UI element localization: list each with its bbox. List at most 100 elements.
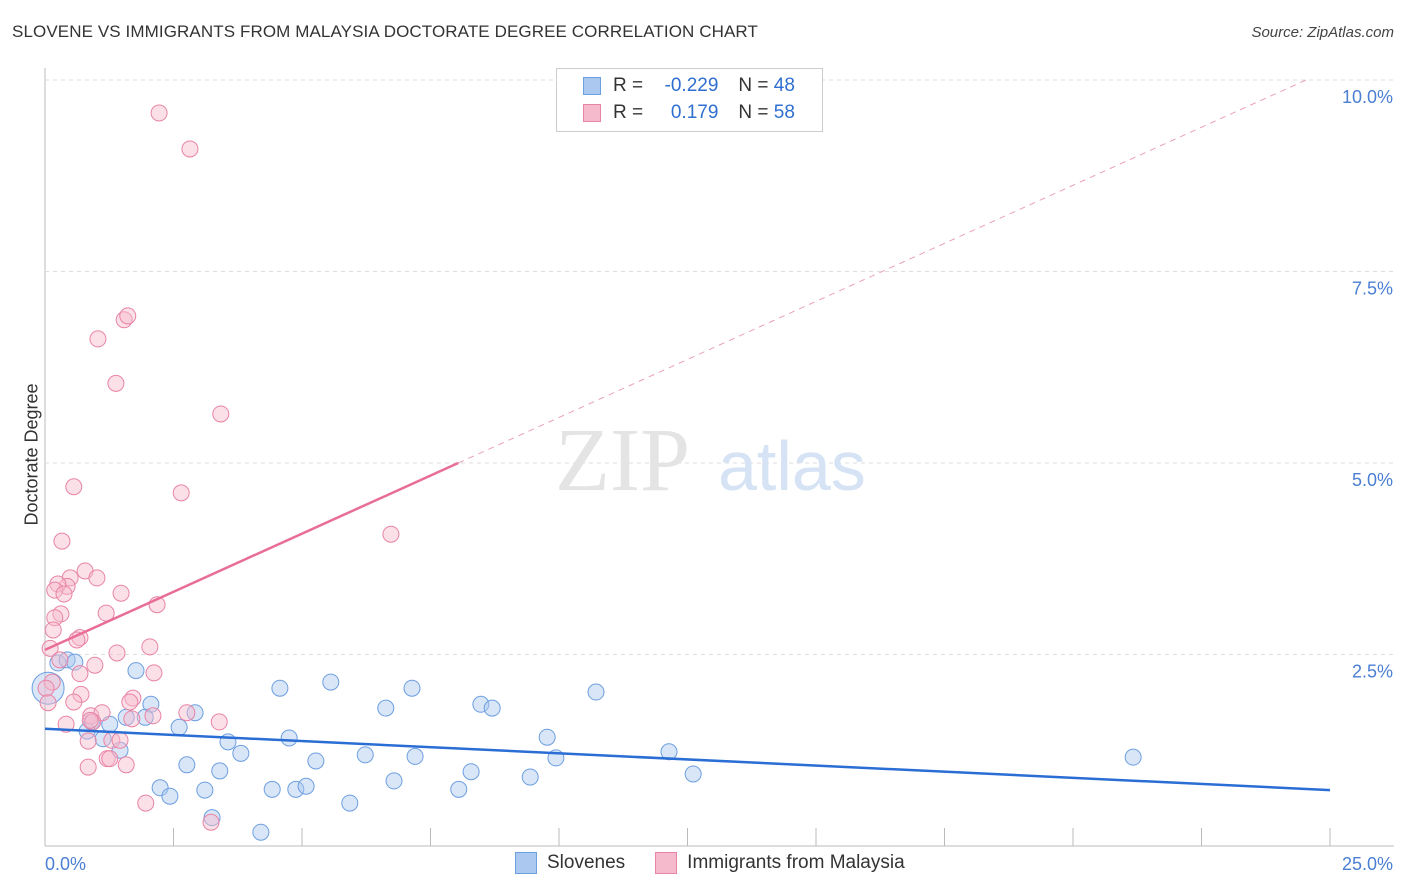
malaysia-point bbox=[178, 704, 196, 722]
malaysia-point bbox=[181, 140, 199, 158]
slovenes-point bbox=[263, 780, 281, 798]
malaysia-point bbox=[65, 693, 83, 711]
legend-label: Immigrants from Malaysia bbox=[687, 852, 905, 873]
malaysia-point bbox=[93, 704, 111, 722]
slovenes-point bbox=[521, 768, 539, 786]
legend-row-malaysia: R = 0.179 N = 58 bbox=[583, 102, 795, 124]
slovenes-point bbox=[403, 679, 421, 697]
legend-label: Slovenes bbox=[547, 852, 626, 873]
slovenes-point bbox=[1124, 748, 1142, 766]
r-label: R = bbox=[613, 75, 644, 96]
malaysia-point bbox=[210, 713, 228, 731]
malaysia-point bbox=[88, 569, 106, 587]
malaysia-point bbox=[37, 679, 55, 697]
slovenes-point bbox=[587, 683, 605, 701]
malaysia-point bbox=[111, 731, 129, 749]
slovenes-point bbox=[377, 699, 395, 717]
malaysia-point bbox=[382, 525, 400, 543]
malaysia-point bbox=[46, 581, 64, 599]
slovenes-point bbox=[232, 744, 250, 762]
malaysia-point bbox=[137, 794, 155, 812]
slovenes-point bbox=[297, 777, 315, 795]
slovenes-point bbox=[211, 762, 229, 780]
slovenes-point bbox=[406, 747, 424, 765]
malaysia-point bbox=[71, 665, 89, 683]
n-value: 58 bbox=[773, 102, 795, 123]
x-tick-label: 25.0% bbox=[1342, 854, 1393, 874]
malaysia-point bbox=[55, 585, 73, 603]
malaysia-trend-line bbox=[44, 461, 459, 652]
slovenes-point bbox=[31, 671, 65, 705]
malaysia-point bbox=[79, 758, 97, 776]
slovenes-point bbox=[196, 781, 214, 799]
malaysia-point bbox=[212, 405, 230, 423]
malaysia-point bbox=[202, 813, 220, 831]
y-tick-label: 2.5% bbox=[1352, 662, 1393, 682]
slovenes-point bbox=[462, 763, 480, 781]
chart-title: SLOVENE VS IMMIGRANTS FROM MALAYSIA DOCT… bbox=[12, 22, 758, 41]
r-label: R = bbox=[613, 102, 644, 123]
malaysia-point bbox=[51, 651, 69, 669]
pink-swatch bbox=[583, 104, 601, 122]
watermark-atlas: atlas bbox=[718, 427, 866, 505]
y-tick-label: 7.5% bbox=[1352, 279, 1393, 299]
slovenes-point bbox=[450, 780, 468, 798]
slovenes-point bbox=[280, 729, 298, 747]
n-label: N = bbox=[738, 102, 769, 123]
malaysia-point bbox=[150, 104, 168, 122]
slovenes-point bbox=[322, 673, 340, 691]
y-tick-label: 10.0% bbox=[1342, 87, 1393, 107]
malaysia-point bbox=[57, 715, 75, 733]
blue-swatch bbox=[515, 852, 537, 874]
slovenes-point bbox=[252, 823, 270, 841]
source-label: Source: ZipAtlas.com bbox=[1251, 24, 1394, 41]
x-tick-label: 0.0% bbox=[45, 854, 86, 874]
slovenes-point bbox=[287, 780, 305, 798]
slovenes-point bbox=[178, 756, 196, 774]
malaysia-point bbox=[121, 693, 139, 711]
series-legend: Slovenes Immigrants from Malaysia bbox=[515, 852, 935, 874]
slovenes-point bbox=[161, 787, 179, 805]
malaysia-point bbox=[108, 644, 126, 662]
slovenes-point bbox=[170, 718, 188, 736]
slovenes-trend-line bbox=[44, 727, 1331, 792]
slovenes-point bbox=[483, 699, 501, 717]
malaysia-point bbox=[141, 638, 159, 656]
y-tick-label: 5.0% bbox=[1352, 470, 1393, 490]
n-value: 48 bbox=[773, 75, 795, 96]
malaysia-point bbox=[145, 664, 163, 682]
malaysia-point bbox=[101, 750, 119, 768]
malaysia-point bbox=[44, 621, 62, 639]
malaysia-point bbox=[53, 532, 71, 550]
slovenes-point bbox=[49, 654, 67, 672]
correlation-legend: R = -0.229 N = 48 R = 0.179 N = 58 bbox=[556, 68, 823, 132]
slovenes-point bbox=[341, 794, 359, 812]
malaysia-point bbox=[79, 732, 97, 750]
slovenes-point bbox=[538, 728, 556, 746]
slovenes-point bbox=[356, 746, 374, 764]
malaysia-point bbox=[39, 694, 57, 712]
malaysia-point bbox=[65, 478, 83, 496]
malaysia-point bbox=[107, 374, 125, 392]
slovenes-point bbox=[385, 772, 403, 790]
malaysia-point bbox=[172, 484, 190, 502]
legend-item-slovenes[interactable]: Slovenes bbox=[515, 852, 625, 874]
malaysia-point bbox=[144, 707, 162, 725]
malaysia-point bbox=[119, 307, 137, 325]
r-value: -0.229 bbox=[664, 75, 719, 96]
slovenes-point bbox=[684, 765, 702, 783]
malaysia-point bbox=[46, 609, 64, 627]
watermark-zip: ZIP bbox=[555, 411, 690, 510]
malaysia-point bbox=[117, 756, 135, 774]
slovenes-point bbox=[127, 662, 145, 680]
n-label: N = bbox=[738, 75, 769, 96]
malaysia-point bbox=[89, 330, 107, 348]
malaysia-point bbox=[43, 673, 61, 691]
malaysia-point bbox=[123, 710, 141, 728]
slovenes-point bbox=[271, 679, 289, 697]
malaysia-trend-extension bbox=[458, 78, 1310, 464]
slovenes-point bbox=[472, 695, 490, 713]
slovenes-point bbox=[151, 779, 169, 797]
legend-item-malaysia[interactable]: Immigrants from Malaysia bbox=[655, 852, 905, 874]
